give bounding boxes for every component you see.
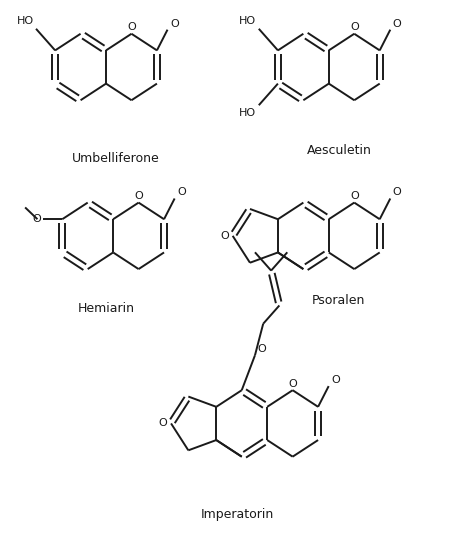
Text: O: O xyxy=(127,22,136,32)
Text: O: O xyxy=(257,344,266,354)
Text: O: O xyxy=(288,378,297,389)
Text: O: O xyxy=(392,188,401,197)
Text: O: O xyxy=(331,375,340,385)
Text: O: O xyxy=(177,188,186,197)
Text: O: O xyxy=(32,214,41,224)
Text: Aesculetin: Aesculetin xyxy=(307,144,371,157)
Text: HO: HO xyxy=(239,16,256,26)
Text: Umbelliferone: Umbelliferone xyxy=(72,152,160,165)
Text: O: O xyxy=(158,419,167,428)
Text: Imperatorin: Imperatorin xyxy=(201,508,273,521)
Text: Hemiarin: Hemiarin xyxy=(78,302,135,315)
Text: HO: HO xyxy=(17,16,34,26)
Text: HO: HO xyxy=(239,108,256,118)
Text: O: O xyxy=(350,191,359,201)
Text: O: O xyxy=(350,22,359,32)
Text: O: O xyxy=(134,191,143,201)
Text: O: O xyxy=(170,19,179,28)
Text: Psoralen: Psoralen xyxy=(312,294,365,307)
Text: O: O xyxy=(392,19,401,28)
Text: O: O xyxy=(220,231,229,241)
